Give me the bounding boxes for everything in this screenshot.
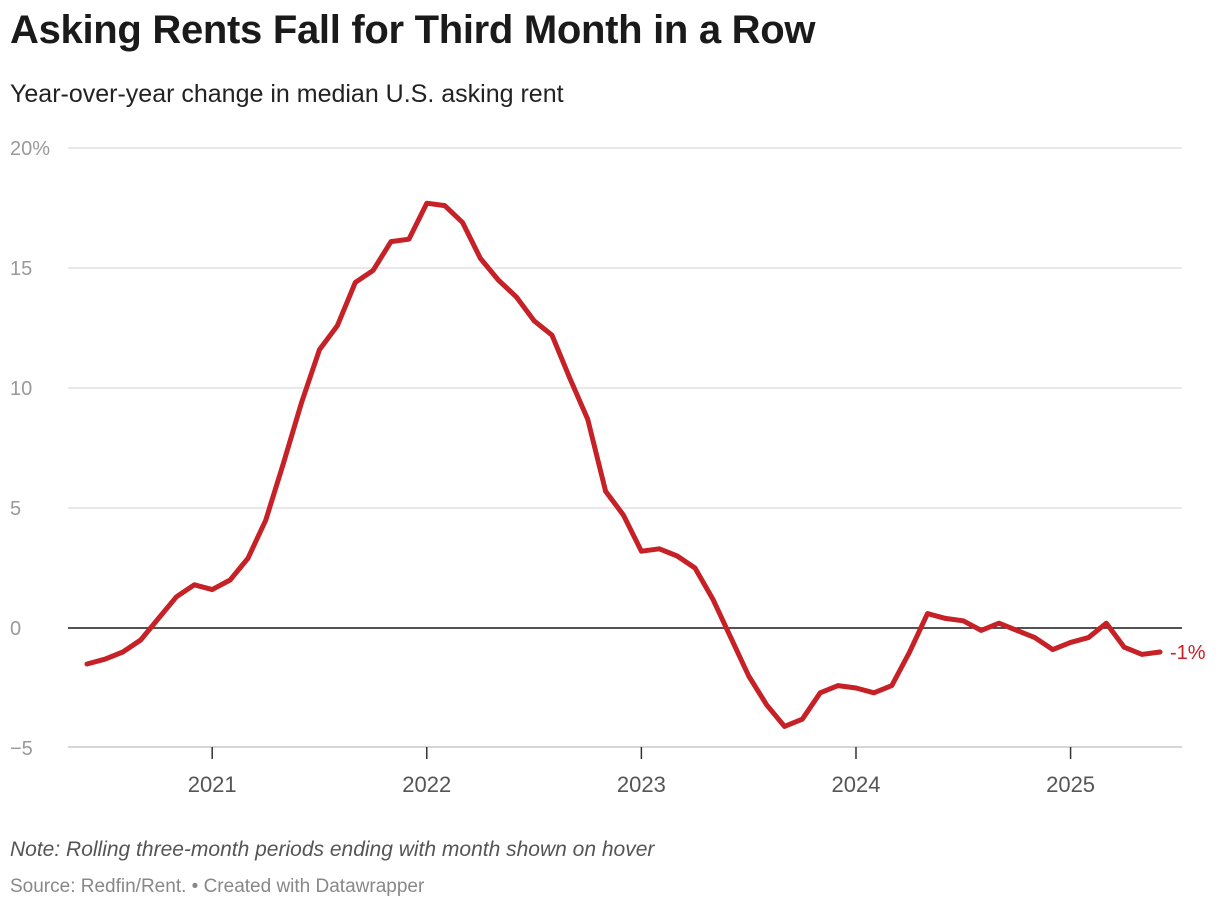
data-point[interactable]	[835, 683, 841, 688]
data-point[interactable]	[621, 513, 626, 518]
data-point[interactable]	[263, 517, 269, 523]
data-point[interactable]	[388, 239, 394, 244]
data-point[interactable]	[567, 376, 573, 381]
data-point[interactable]	[853, 685, 859, 691]
y-tick-label: −5	[10, 738, 33, 760]
data-point[interactable]	[299, 400, 304, 405]
data-point[interactable]	[424, 201, 429, 206]
x-tick-label: 2025	[1046, 772, 1095, 797]
chart-title: Asking Rents Fall for Third Month in a R…	[10, 8, 816, 52]
data-point[interactable]	[692, 565, 698, 571]
x-tick-label: 2023	[617, 772, 666, 797]
data-point[interactable]	[335, 323, 340, 328]
data-point[interactable]	[1032, 635, 1038, 640]
data-point[interactable]	[710, 597, 716, 602]
data-point[interactable]	[1122, 645, 1127, 650]
x-tick-label: 2022	[402, 772, 451, 797]
data-point[interactable]	[478, 256, 483, 261]
data-point[interactable]	[442, 203, 447, 208]
data-point[interactable]	[227, 577, 233, 583]
data-point[interactable]	[406, 237, 412, 242]
data-point[interactable]	[531, 318, 537, 323]
data-point[interactable]	[943, 616, 948, 621]
y-tick-label: 0	[10, 618, 21, 640]
data-point[interactable]	[1068, 640, 1073, 645]
data-point[interactable]	[907, 649, 912, 655]
data-point[interactable]	[603, 489, 608, 494]
data-point[interactable]	[353, 280, 358, 285]
y-tick-label: 10	[10, 378, 32, 400]
data-point[interactable]	[460, 220, 465, 225]
data-point[interactable]	[871, 690, 877, 695]
data-point[interactable]	[1157, 649, 1163, 655]
data-point[interactable]	[120, 649, 125, 655]
x-axis: 2021 2022 2023 2024 2025	[68, 746, 1182, 797]
data-point[interactable]	[317, 347, 322, 352]
data-point[interactable]	[1139, 652, 1145, 657]
data-point[interactable]	[138, 637, 143, 643]
line-chart: −5 0 5 10 15 20% 2021 2022 2023 2024 2025 -1%	[10, 138, 1206, 797]
data-point[interactable]	[496, 277, 501, 283]
data-point[interactable]	[1050, 647, 1055, 652]
data-point[interactable]	[192, 582, 197, 587]
data-point[interactable]	[174, 594, 179, 599]
data-point[interactable]	[889, 683, 894, 688]
x-tick-label: 2024	[832, 772, 881, 797]
data-point[interactable]	[1086, 635, 1091, 640]
y-tick-label: 15	[10, 258, 32, 280]
data-point[interactable]	[102, 657, 108, 662]
x-tick-label: 2021	[188, 772, 237, 797]
data-point[interactable]	[549, 333, 555, 338]
y-tick-label: 5	[10, 498, 21, 520]
series-layer: -1%	[84, 200, 1206, 729]
data-point[interactable]	[746, 673, 751, 679]
data-point[interactable]	[1014, 628, 1020, 633]
data-point[interactable]	[657, 546, 662, 551]
chart-source: Source: Redfin/Rent. • Created with Data…	[10, 876, 425, 897]
y-axis-ticks: −5 0 5 10 15 20%	[10, 138, 50, 760]
data-point[interactable]	[370, 268, 376, 273]
gridlines	[68, 147, 1182, 629]
data-point[interactable]	[782, 724, 787, 729]
data-point[interactable]	[514, 294, 519, 299]
series-line	[84, 200, 1163, 729]
data-point[interactable]	[818, 690, 823, 695]
end-value-label: -1%	[1170, 642, 1206, 664]
y-tick-label: 20%	[10, 138, 50, 160]
data-point[interactable]	[961, 618, 966, 623]
data-point[interactable]	[84, 661, 90, 667]
data-point[interactable]	[800, 717, 805, 722]
data-point[interactable]	[978, 628, 984, 633]
data-point[interactable]	[585, 417, 590, 422]
chart-note: Note: Rolling three-month periods ending…	[10, 838, 655, 861]
data-point[interactable]	[639, 549, 644, 554]
data-point[interactable]	[728, 635, 733, 640]
data-point[interactable]	[209, 587, 215, 592]
data-point[interactable]	[245, 556, 251, 561]
data-point[interactable]	[996, 621, 1002, 626]
data-point[interactable]	[925, 611, 930, 616]
data-point[interactable]	[1104, 621, 1109, 626]
data-point[interactable]	[764, 702, 769, 707]
data-point[interactable]	[156, 616, 161, 621]
data-point[interactable]	[674, 553, 680, 559]
chart-subtitle: Year-over-year change in median U.S. ask…	[10, 80, 564, 108]
data-point[interactable]	[281, 460, 286, 465]
